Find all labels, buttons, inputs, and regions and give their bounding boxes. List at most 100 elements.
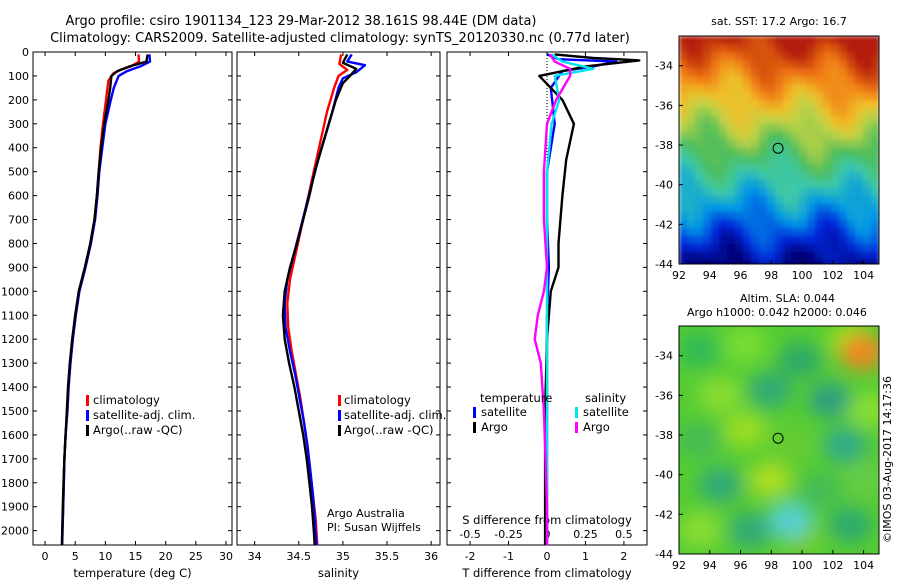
sst-cell: [783, 164, 792, 173]
sst-cell: [863, 52, 872, 61]
x-tick-label: -1: [503, 550, 514, 563]
sst-cell: [815, 148, 824, 157]
sst-cell: [775, 228, 784, 237]
sst-cell: [823, 228, 832, 237]
sla-blob: [723, 327, 767, 363]
sst-cell: [703, 68, 712, 77]
sst-cell: [847, 140, 856, 149]
sst-cell: [719, 116, 728, 125]
sst-cell: [847, 68, 856, 77]
sst-cell: [767, 172, 776, 181]
sst-cell: [695, 116, 704, 125]
sst-cell: [791, 172, 800, 181]
legend-swatch-temp-argo: [473, 422, 476, 433]
sst-cell: [743, 196, 752, 205]
sst-cell: [687, 204, 696, 213]
sst-cell: [695, 76, 704, 85]
sst-cell: [799, 252, 808, 261]
sst-cell: [759, 68, 768, 77]
sst-cell: [759, 236, 768, 245]
sst-cell: [719, 148, 728, 157]
sla-blob: [828, 507, 872, 543]
sst-cell: [831, 100, 840, 109]
sst-cell: [783, 180, 792, 189]
sst-cell: [719, 132, 728, 141]
sst-cell: [727, 44, 736, 53]
sst-cell: [775, 124, 784, 133]
sst-cell: [791, 244, 800, 253]
sst-cell: [783, 220, 792, 229]
sst-cell: [855, 140, 864, 149]
sst-cell: [695, 140, 704, 149]
sst-cell: [719, 260, 728, 264]
argo-location-marker: [772, 142, 784, 154]
sst-cell: [767, 212, 776, 221]
sst-cell: [679, 140, 688, 149]
sst-cell: [767, 188, 776, 197]
sst-cell: [719, 164, 728, 173]
sst-cell: [711, 116, 720, 125]
sst-cell: [767, 164, 776, 173]
sst-cell: [871, 92, 879, 101]
sst-cell: [775, 132, 784, 141]
sla-blob: [808, 382, 852, 418]
series-line-salinity-satellite: [545, 53, 595, 545]
sst-cell: [743, 132, 752, 141]
sst-cell: [815, 36, 824, 45]
legend-swatch-climatology: [338, 395, 341, 406]
sst-cell: [815, 244, 824, 253]
sst-cell: [871, 68, 879, 77]
sst-cell: [791, 164, 800, 173]
sst-cell: [743, 36, 752, 45]
sst-cell: [799, 172, 808, 181]
sst-cell: [703, 236, 712, 245]
sst-cell: [703, 116, 712, 125]
sst-cell: [783, 204, 792, 213]
sst-cell: [759, 132, 768, 141]
sst-cell: [751, 52, 760, 61]
sst-cell: [703, 164, 712, 173]
sst-cell: [679, 76, 688, 85]
sst-cell: [687, 196, 696, 205]
sst-cell: [743, 116, 752, 125]
sst-cell: [807, 116, 816, 125]
sst-cell: [783, 44, 792, 53]
sst-cell: [751, 44, 760, 53]
sst-cell: [727, 60, 736, 69]
sst-cell: [759, 220, 768, 229]
sst-cell: [751, 188, 760, 197]
sst-cell: [871, 188, 879, 197]
sst-cell: [711, 220, 720, 229]
sla-map: Altim. SLA: 0.044 Argo h1000: 0.042 h200…: [655, 292, 880, 572]
sst-cell: [719, 236, 728, 245]
sst-cell: [679, 148, 688, 157]
sst-cell: [807, 188, 816, 197]
sst-cell: [863, 164, 872, 173]
sst-cell: [695, 188, 704, 197]
sst-cell: [695, 52, 704, 61]
sst-cell: [735, 212, 744, 221]
sst-cell: [839, 60, 848, 69]
sst-cell: [823, 172, 832, 181]
sst-cell: [687, 244, 696, 253]
sst-cell: [775, 68, 784, 77]
sst-cell: [863, 124, 872, 133]
sst-cell: [831, 108, 840, 117]
sst-cell: [807, 180, 816, 189]
sst-cell: [807, 44, 816, 53]
sst-cell: [847, 164, 856, 173]
sst-cell: [735, 76, 744, 85]
sst-cell: [847, 228, 856, 237]
sst-cell: [751, 164, 760, 173]
sst-cell: [847, 52, 856, 61]
lon-tick-label: 92: [672, 559, 686, 572]
depth-tick-label: 1600: [1, 429, 29, 442]
sst-cell: [743, 44, 752, 53]
sst-cell: [735, 172, 744, 181]
sst-cell: [871, 260, 879, 264]
sst-cell: [863, 236, 872, 245]
sst-cell: [839, 156, 848, 165]
sla-blob: [848, 392, 879, 428]
sst-cell: [855, 188, 864, 197]
sst-cell: [751, 196, 760, 205]
